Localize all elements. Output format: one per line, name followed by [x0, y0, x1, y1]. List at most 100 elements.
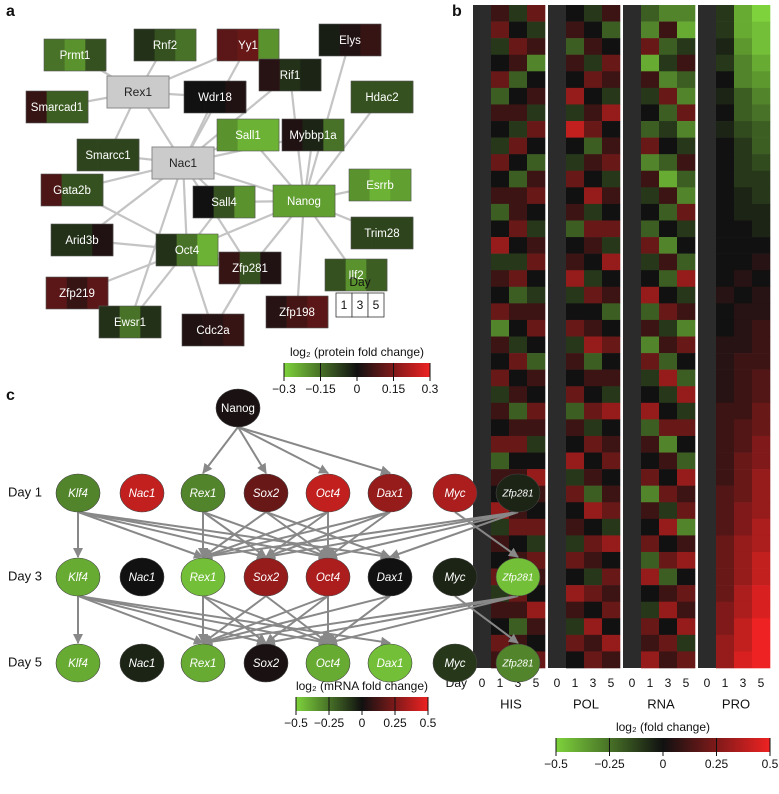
heatmap-cell: [527, 220, 546, 238]
heatmap-cell: [734, 353, 753, 370]
node-border: [40, 173, 104, 207]
node-segment: [154, 29, 176, 61]
heatmap-cell: [677, 651, 696, 669]
heatmap-cell: [734, 104, 753, 122]
heatmap-cell: [566, 21, 585, 39]
heatmap-cell: [584, 237, 603, 254]
gene-label: Zfp281: [501, 573, 533, 584]
heatmap-cell: [566, 618, 585, 636]
node-segment: [351, 81, 372, 113]
colorbar-title: log₂ (fold change): [616, 720, 710, 734]
colorbar-tick-label: 0: [359, 716, 366, 730]
heatmap-cell: [527, 319, 546, 337]
heatmap-cell: [716, 203, 735, 221]
heatmap-cell: [677, 253, 696, 271]
heatmap-cell: [584, 568, 603, 586]
node-label: Oct4: [175, 245, 200, 257]
heatmap-cell: [659, 469, 678, 486]
heatmap-cell: [716, 535, 735, 553]
node-segment: [392, 217, 414, 249]
node-segment: [92, 224, 114, 256]
heatmap-cell: [491, 419, 510, 437]
heatmap-cell: [752, 104, 771, 122]
heatmap-cell: [641, 634, 660, 652]
colorbar-tick-label: 0.25: [383, 716, 407, 730]
node-segment: [64, 39, 86, 71]
heatmap-cell: [602, 469, 621, 486]
node-border: [324, 258, 388, 292]
heatmap-cell: [566, 402, 585, 420]
heatmap-cell: [734, 452, 753, 470]
heatmap-cell: [641, 253, 660, 271]
arrow: [389, 511, 519, 559]
colorbar-title: log₂ (protein fold change): [290, 345, 424, 359]
arrow: [202, 511, 519, 561]
node-label: Ilf2: [348, 270, 363, 282]
node-segment: [302, 119, 324, 151]
arrow: [237, 426, 329, 474]
heatmap-cell: [659, 568, 678, 586]
heatmap-cell: [566, 452, 585, 470]
heatmap-cell: [566, 121, 585, 138]
heatmap-cell: [527, 71, 546, 89]
node-segment: [223, 314, 245, 346]
heatmap-cell: [491, 518, 510, 536]
heatmap-cell: [716, 137, 735, 155]
heatmap-cell: [584, 303, 603, 321]
heatmap-cell: [752, 187, 771, 205]
node-label: Rnf2: [153, 40, 177, 52]
node-border: [181, 313, 245, 347]
heatmap-cell: [584, 253, 603, 271]
gene-label: Dax1: [377, 658, 404, 670]
heatmap-cell: [677, 353, 696, 370]
heatmap-cell: [584, 353, 603, 370]
arrow: [265, 511, 519, 561]
heatmap-cell: [566, 651, 585, 669]
heatmap-cell: [641, 518, 660, 536]
heatmap-cell: [602, 353, 621, 370]
node-border: [50, 223, 114, 257]
heatmap-cell: [752, 170, 771, 188]
day-legend-label: 1: [341, 298, 348, 312]
arrow: [237, 426, 391, 476]
heatmap-cell: [659, 154, 678, 172]
row-label: Day 3: [8, 568, 42, 583]
heatmap-cell: [752, 469, 771, 486]
heatmap-cell: [716, 87, 735, 105]
day-legend-title: Day: [349, 275, 370, 289]
gene-label: Klf4: [68, 488, 88, 500]
node-segment: [118, 139, 140, 171]
heatmap-cell: [677, 319, 696, 337]
heatmap-cell: [491, 203, 510, 221]
heatmap-cell: [716, 601, 735, 619]
heatmap-cell: [584, 634, 603, 652]
heatmap-cell: [716, 502, 735, 520]
heatmap-cell: [509, 137, 528, 155]
colorbar-tick-label: −0.15: [305, 382, 336, 396]
heatmap-cell: [641, 353, 660, 370]
heatmap-cell: [716, 154, 735, 172]
heatmap-cell: [602, 220, 621, 238]
heatmap-cell: [509, 353, 528, 370]
day-label: 0: [704, 676, 711, 690]
heatmap-cell: [584, 452, 603, 470]
arrow: [202, 511, 329, 559]
gene-node: [180, 473, 226, 513]
heatmap-cell: [602, 137, 621, 155]
heatmap-cell: [677, 502, 696, 520]
node-segment: [351, 217, 372, 249]
heatmap-cell: [677, 485, 696, 503]
heatmap-cell: [734, 87, 753, 105]
heatmap-cell: [491, 353, 510, 370]
heatmap-cell: [734, 369, 753, 387]
heatmap-cell: [566, 154, 585, 172]
node-segment: [202, 314, 224, 346]
heatmap-cell: [509, 203, 528, 221]
arrow: [265, 595, 519, 647]
heatmap-cell: [566, 386, 585, 404]
heatmap-cell: [602, 601, 621, 619]
heatmap-cell: [659, 419, 678, 437]
heatmap-cell: [641, 336, 660, 354]
node-segment: [349, 169, 370, 201]
heatmap-cell: [716, 336, 735, 354]
